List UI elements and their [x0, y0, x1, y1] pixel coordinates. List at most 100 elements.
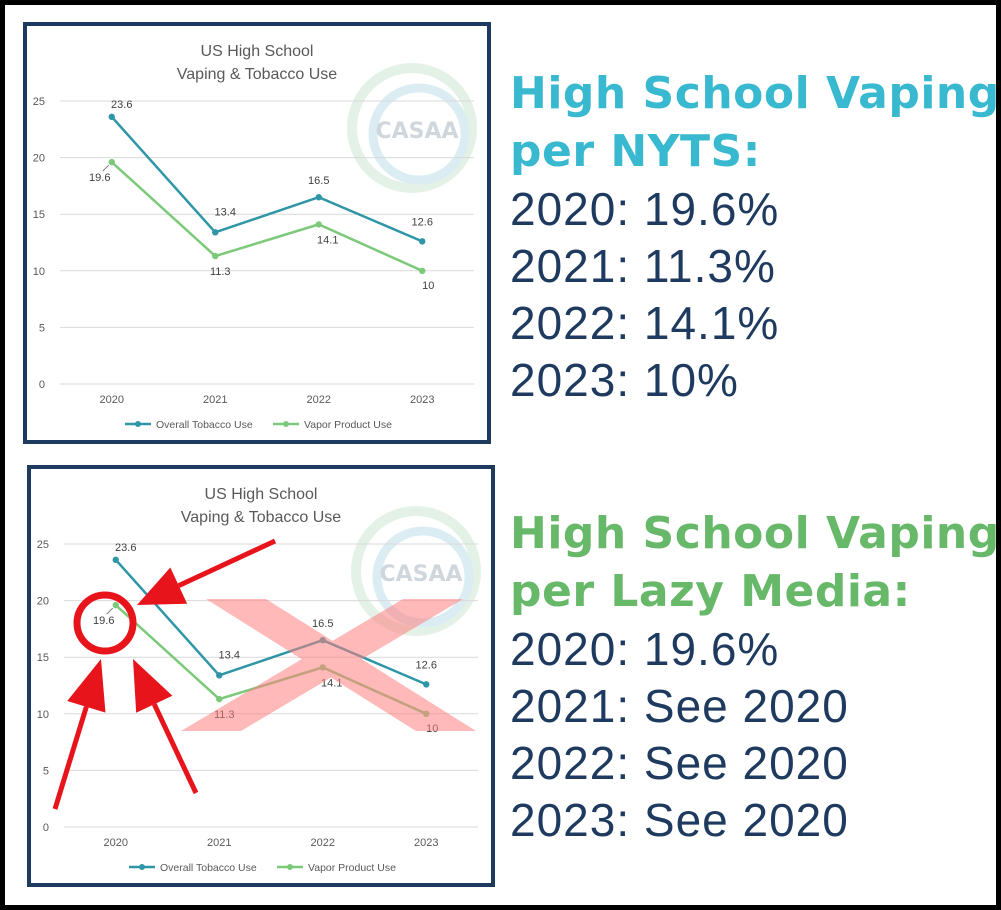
x-tick-label: 2022: [307, 394, 331, 406]
data-point: [419, 238, 426, 245]
casaa-swirl-icon: [347, 63, 477, 193]
y-tick-label: 10: [37, 709, 49, 721]
chart-title: US High School: [201, 43, 314, 60]
chart-subtitle: Vaping & Tobacco Use: [177, 66, 338, 83]
chart-subtitle: Vaping & Tobacco Use: [181, 509, 342, 526]
data-point: [212, 252, 219, 260]
x-tick-label: 2023: [410, 394, 434, 406]
data-label: 23.6: [111, 99, 132, 111]
x-tick-label: 2022: [311, 837, 335, 849]
series-line-overall-tobacco: [110, 116, 423, 243]
casaa-swirl-icon: [351, 506, 481, 636]
legend-label-overall-tobacco: Overall Tobacco Use: [156, 419, 253, 431]
legend-marker-overall-tobacco: [139, 864, 145, 870]
legend-marker-vapor-product: [287, 864, 293, 870]
y-tick-label: 15: [37, 652, 49, 664]
lazy-media-line-2022: 2022: See 2020: [510, 737, 849, 789]
y-tick-label: 0: [43, 822, 49, 834]
y-tick-label: 10: [33, 266, 45, 278]
nyts-heading-line-2: per NYTS:: [510, 126, 761, 177]
legend-label-overall-tobacco: Overall Tobacco Use: [160, 862, 257, 874]
data-label: 13.4: [215, 206, 236, 218]
x-tick-label: 2020: [104, 837, 128, 849]
data-label: 12.6: [412, 216, 433, 228]
arrow-icon-top-head: [137, 567, 188, 605]
casaa-swirl-inner-icon: [368, 83, 470, 185]
nyts-line-2021: 2021: 11.3%: [510, 240, 776, 292]
data-label: 19.6: [89, 172, 110, 184]
data-label-leader: [102, 164, 110, 172]
lazy-media-panel: High School Vaping per Lazy Media: 2020:…: [510, 505, 1000, 849]
nyts-panel: High School Vaping per NYTS: 2020: 19.6%…: [510, 65, 1000, 409]
legend-marker-overall-tobacco: [135, 421, 141, 427]
arrow-icon-top: [137, 538, 277, 605]
casaa-swirl-inner-icon: [372, 526, 474, 628]
data-point: [108, 113, 115, 121]
y-tick-label: 0: [39, 379, 45, 391]
data-label: 14.1: [317, 234, 338, 246]
data-label: 16.5: [308, 175, 329, 187]
casaa-watermark-text: CASAA: [379, 562, 462, 587]
data-label: 12.6: [416, 659, 437, 671]
data-point: [112, 556, 119, 564]
data-point: [212, 229, 219, 236]
nyts-line-2022: 2022: 14.1%: [510, 297, 780, 349]
arrow-icon-right-head: [133, 659, 173, 713]
lazy-media-line-2021: 2021: See 2020: [510, 680, 849, 732]
y-tick-label: 5: [39, 322, 45, 334]
casaa-watermark-text: CASAA: [375, 119, 458, 144]
data-point: [216, 695, 223, 703]
data-label-leader: [106, 607, 114, 615]
arrow-icon-right: [133, 659, 199, 795]
legend-label-vapor-product: Vapor Product Use: [308, 862, 396, 874]
lazy-media-heading-line-2: per Lazy Media:: [510, 566, 911, 617]
series-line-overall-tobacco: [114, 559, 427, 686]
legend-marker-vapor-product: [283, 421, 289, 427]
data-point: [423, 681, 430, 688]
arrow-icon-left-head: [67, 659, 106, 713]
nyts-line-2020: 2020: 19.6%: [510, 183, 780, 235]
data-point: [315, 194, 322, 201]
legend-label-vapor-product: Vapor Product Use: [304, 419, 392, 431]
chart-title: US High School: [205, 486, 318, 503]
data-label: 19.6: [93, 615, 114, 627]
lazy-media-line-2020: 2020: 19.6%: [510, 623, 780, 675]
nyts-heading-line-1: High School Vaping: [510, 68, 1000, 119]
data-point: [108, 158, 115, 166]
y-tick-label: 20: [37, 596, 49, 608]
x-tick-label: 2021: [207, 837, 231, 849]
x-tick-label: 2020: [100, 394, 124, 406]
y-tick-label: 25: [37, 539, 49, 551]
data-label: 23.6: [115, 542, 136, 554]
casaa-watermark: CASAA: [351, 506, 481, 636]
y-tick-label: 25: [33, 96, 45, 108]
arrow-icon-left: [52, 659, 106, 810]
data-point: [112, 601, 119, 609]
casaa-watermark: CASAA: [347, 63, 477, 193]
chart-nyts: CASAA US High School Vaping & Tobacco Use 0…: [23, 22, 491, 444]
data-label: 16.5: [312, 618, 333, 630]
data-point: [216, 672, 223, 679]
arrow-icon-top-shaft: [177, 538, 277, 588]
x-tick-label: 2023: [414, 837, 438, 849]
chart-lazy-media: CASAA US High School Vaping & Tobacco Use 0…: [27, 465, 495, 887]
y-tick-label: 5: [43, 765, 49, 777]
data-label: 10: [422, 280, 434, 292]
x-tick-label: 2021: [203, 394, 227, 406]
data-label: 11.3: [210, 266, 231, 278]
arrow-icon-right-shaft: [152, 703, 199, 795]
data-point: [419, 267, 426, 274]
data-label: 13.4: [219, 649, 240, 661]
arrow-icon-left-shaft: [52, 706, 89, 810]
y-tick-label: 20: [33, 153, 45, 165]
data-point: [315, 221, 322, 228]
lazy-media-line-2023: 2023: See 2020: [510, 794, 849, 846]
cross-out-mark: [181, 599, 476, 731]
chart-nyts-svg: CASAA US High School Vaping & Tobacco Use 0…: [33, 43, 477, 431]
nyts-line-2023: 2023: 10%: [510, 354, 739, 406]
lazy-media-heading-line-1: High School Vaping: [510, 508, 1000, 559]
highlight-circle: [73, 591, 137, 655]
y-tick-label: 15: [33, 209, 45, 221]
series-line-vapor-product: [110, 161, 423, 272]
infographic-canvas: CASAA US High School Vaping & Tobacco Use 0…: [5, 5, 999, 905]
